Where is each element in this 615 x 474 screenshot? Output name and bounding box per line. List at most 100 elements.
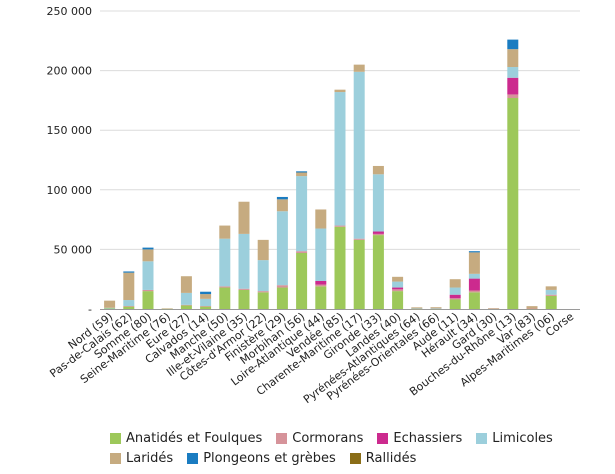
bar-segment [468, 273, 480, 279]
legend-label-plongeons: Plongeons et grèbes [203, 450, 336, 466]
bar-segment [411, 307, 423, 309]
bar-segment [392, 287, 404, 290]
bar-segment [372, 231, 384, 234]
bar-segment [392, 281, 404, 288]
bar-segment [545, 295, 557, 309]
bar-segment [315, 284, 327, 287]
bar-segment [296, 176, 308, 252]
bar-segment [507, 49, 519, 68]
bar-segment [526, 306, 538, 309]
legend-swatch-larides [110, 452, 121, 464]
bar-segment [123, 271, 135, 273]
legend-item-plongeons: Plongeons et grèbes [187, 451, 336, 466]
bar-segment [392, 291, 404, 309]
bar-segment [123, 306, 135, 307]
bar-segment [123, 300, 135, 307]
bar-segment [315, 209, 327, 229]
bar-segment [430, 307, 442, 309]
bar-segment [334, 92, 346, 226]
bar-segment [392, 289, 404, 292]
bar-segment [468, 292, 480, 309]
bar-segment [200, 291, 212, 295]
bar-segment [200, 294, 212, 299]
bar-segment [123, 272, 135, 301]
bar-segment [449, 294, 461, 299]
y-tick-label: 50 000 [54, 243, 93, 256]
bar-segment [180, 305, 192, 309]
bar-segment [468, 278, 480, 291]
legend-swatch-anatides [110, 432, 121, 444]
legend-label-anatides: Anatidés et Foulques [126, 430, 263, 446]
legend-swatch-rallides [349, 452, 361, 464]
bar-segment [142, 247, 154, 250]
bar-segment [507, 77, 519, 95]
bar-segment [545, 294, 557, 296]
y-tick-label: 100 000 [47, 184, 93, 197]
bar-segment [142, 261, 154, 290]
legend-label-rallides: Rallidés [365, 450, 417, 466]
legend-label-larides: Laridés [126, 450, 174, 466]
bar-segment [180, 276, 192, 293]
bar-segment [353, 64, 365, 72]
bar-segment [334, 225, 346, 227]
bar-segment [507, 67, 519, 78]
bar-segment [315, 228, 327, 281]
bar-segment [142, 289, 154, 292]
bar-segment [238, 233, 250, 289]
bar-segment [315, 280, 327, 285]
legend-swatch-cormorans [276, 432, 288, 444]
bar-segment [315, 286, 327, 309]
bar-segment [372, 165, 384, 175]
legend-label-echassiers: Echassiers [393, 430, 463, 446]
bar-segment [200, 306, 212, 309]
bar-segment [468, 290, 480, 293]
bar-segment [411, 308, 423, 310]
bar-segment [430, 308, 442, 309]
bar-segment [257, 239, 269, 261]
bar-segment [257, 260, 269, 292]
bar-segment [468, 252, 480, 274]
legend-swatch-limicoles [476, 432, 488, 444]
bar-segment [142, 291, 154, 309]
bar-segment [296, 171, 308, 173]
bar-segment [161, 308, 173, 309]
bar-segment [449, 287, 461, 295]
legend-label-cormorans: Cormorans [292, 430, 364, 446]
bar-segment [296, 172, 308, 177]
bar-segment [219, 225, 231, 239]
bar-segment [257, 291, 269, 293]
bar-segment [353, 238, 365, 240]
bar-segment [276, 196, 288, 200]
bar-segment [276, 285, 288, 288]
bar-segment [372, 235, 384, 309]
bar-segment [219, 238, 231, 287]
bar-segment [392, 276, 404, 282]
bar-segment [353, 239, 365, 309]
legend-label-limicoles: Limicoles [492, 430, 553, 446]
bar-segment [219, 286, 231, 288]
bar-segment [180, 292, 192, 305]
legend-item-echassiers: Echassiers [377, 431, 462, 446]
bar-segment [545, 286, 557, 290]
bar-segment [257, 292, 269, 309]
bar-segment [545, 289, 557, 295]
bar-segment [449, 279, 461, 288]
bar-segment [334, 89, 346, 93]
bar-segment [296, 251, 308, 253]
legend-row-2: Laridés Plongeons et grèbes Rallidés [110, 448, 610, 468]
bar-segment [142, 249, 154, 262]
legend-swatch-plongeons [187, 452, 199, 464]
legend: Anatidés et Foulques Cormorans Echassier… [110, 428, 610, 468]
bar-segment [238, 288, 250, 290]
y-tick-label: 200 000 [47, 65, 93, 78]
bar-segment [200, 298, 212, 307]
legend-item-larides: Laridés [110, 451, 173, 466]
bar-segment [372, 174, 384, 232]
bar-segment [104, 308, 116, 309]
bar-segment [238, 201, 250, 234]
bar-segment [334, 226, 346, 309]
bar-segment [276, 287, 288, 309]
bar-segment [276, 211, 288, 286]
bar-segment [219, 287, 231, 309]
bar-segment [507, 94, 519, 99]
